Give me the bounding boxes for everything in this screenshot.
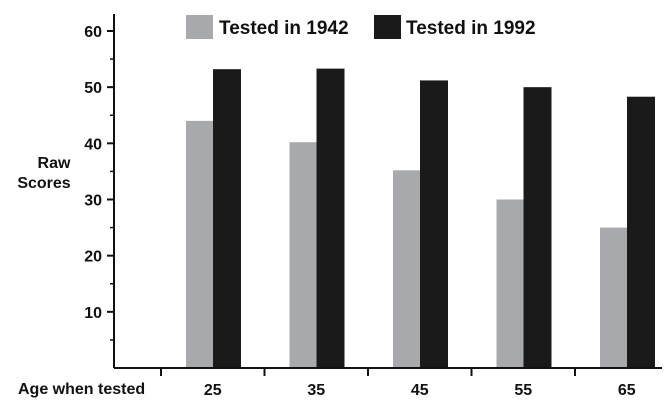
x-category-label: 55 (514, 382, 532, 399)
y-axis-title-line-1: Raw (38, 155, 71, 172)
legend-label: Tested in 1942 (219, 18, 349, 39)
legend: Tested in 1942 Tested in 1992 (186, 15, 536, 39)
bar-1942-age-65 (600, 227, 628, 368)
y-tick-label: 10 (84, 305, 102, 322)
bar-1992-age-25 (213, 69, 241, 369)
bars (186, 68, 655, 369)
bar-1942-age-35 (289, 142, 318, 368)
x-category-label: 45 (411, 382, 429, 399)
y-tick-label: 40 (84, 136, 102, 153)
y-tick-label: 50 (84, 80, 102, 97)
bar-1992-age-35 (316, 68, 345, 369)
x-category-label: 35 (307, 382, 325, 399)
legend-swatch (374, 15, 401, 39)
y-tick-label: 60 (84, 24, 102, 41)
x-axis-title: Age when tested (18, 381, 145, 398)
bar-1942-age-45 (393, 170, 421, 368)
bar-1992-age-65 (627, 96, 655, 368)
bar-1992-age-55 (523, 87, 552, 369)
x-category-label: 65 (618, 382, 636, 399)
x-ticks: 25 35 45 55 65 (160, 368, 636, 399)
axes (113, 14, 662, 369)
y-tick-label: 20 (84, 249, 102, 266)
y-axis-title-line-2: Scores (17, 175, 70, 192)
y-ticks: 10 20 30 40 50 60 (84, 24, 114, 341)
bar-1942-age-25 (186, 120, 214, 368)
y-tick-label: 30 (84, 193, 102, 210)
x-category-label: 25 (204, 382, 222, 399)
legend-swatch (186, 15, 213, 39)
bar-1942-age-55 (496, 199, 525, 368)
legend-label: Tested in 1992 (406, 18, 536, 39)
bar-1992-age-45 (420, 80, 448, 368)
